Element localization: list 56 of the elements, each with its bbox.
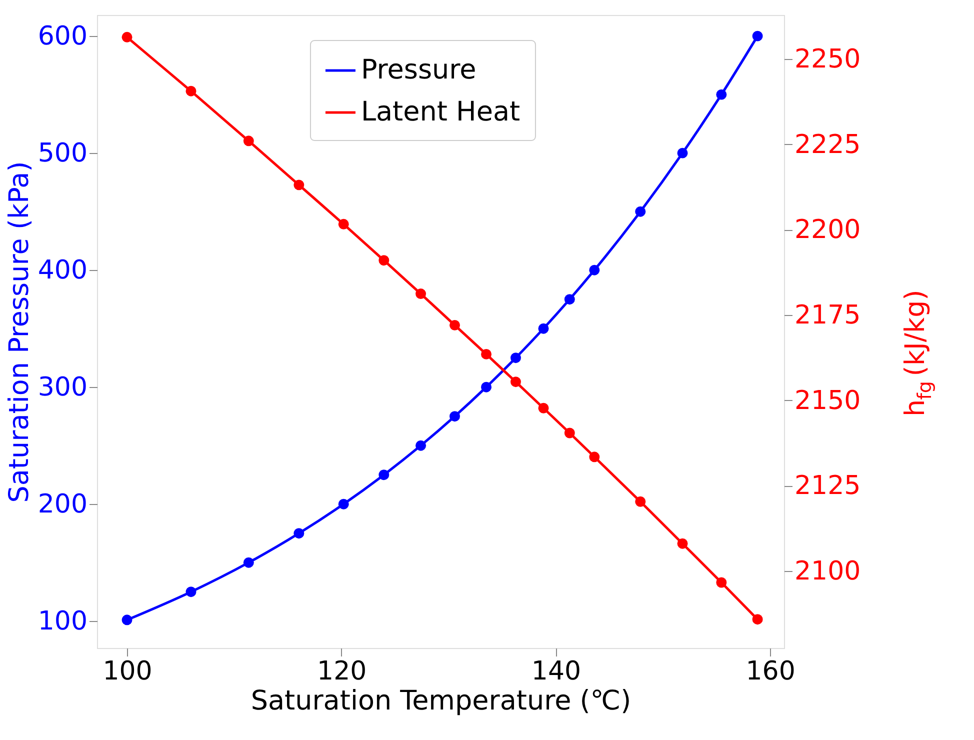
legend-label: Latent Heat: [360, 96, 520, 128]
y-tick-label: 200: [38, 490, 88, 520]
y-tick-label: 100: [38, 606, 88, 637]
point: [510, 376, 521, 388]
legend-label: Pressure: [360, 54, 476, 86]
point: [122, 614, 132, 626]
y2-axis-title: hfg (kJ/kg): [900, 290, 936, 416]
point: [378, 255, 390, 266]
y2-tick-label: 2125: [794, 471, 861, 502]
point: [186, 86, 196, 96]
point: [416, 440, 426, 451]
point: [677, 538, 688, 549]
point: [416, 288, 426, 300]
point: [564, 428, 575, 438]
point: [481, 348, 492, 360]
x-tick-label: 140: [531, 656, 582, 686]
point: [378, 470, 390, 480]
point: [243, 136, 254, 146]
point: [635, 206, 646, 217]
point: [338, 498, 349, 510]
point: [677, 148, 688, 158]
y2-tick-label: 2100: [794, 556, 861, 586]
point: [294, 180, 304, 190]
y-tick-label: 600: [38, 22, 88, 52]
y-tick-label: 300: [38, 372, 88, 403]
x-tick-label: 160: [746, 656, 796, 686]
y-tick-label: 500: [38, 138, 88, 169]
point: [338, 218, 349, 230]
point: [589, 452, 600, 462]
point: [538, 323, 549, 334]
y2-tick-label: 2175: [794, 300, 861, 330]
x-tick-label: 120: [317, 656, 367, 686]
point: [716, 89, 727, 100]
point: [510, 352, 521, 364]
y2-tick-label: 2250: [794, 44, 861, 75]
point: [538, 402, 549, 414]
x-tick-label: 100: [102, 656, 152, 686]
point: [564, 294, 575, 305]
point: [450, 411, 460, 422]
y2-tick-label: 2200: [794, 215, 861, 246]
point: [752, 614, 763, 625]
x-axis-title: Saturation Temperature (℃): [250, 686, 632, 716]
y2-tick-label: 2150: [794, 386, 861, 416]
point: [589, 264, 600, 276]
point: [752, 30, 763, 42]
y2-tick-label: 2225: [794, 130, 861, 160]
point: [635, 496, 646, 507]
point: [186, 586, 196, 598]
point: [294, 528, 304, 539]
y-tick-label: 400: [38, 256, 88, 286]
point: [450, 320, 460, 330]
point: [716, 577, 727, 588]
point: [122, 32, 132, 42]
point: [481, 382, 492, 392]
y-axis-title: Saturation Pressure (kPa): [4, 161, 35, 503]
point: [243, 557, 254, 568]
